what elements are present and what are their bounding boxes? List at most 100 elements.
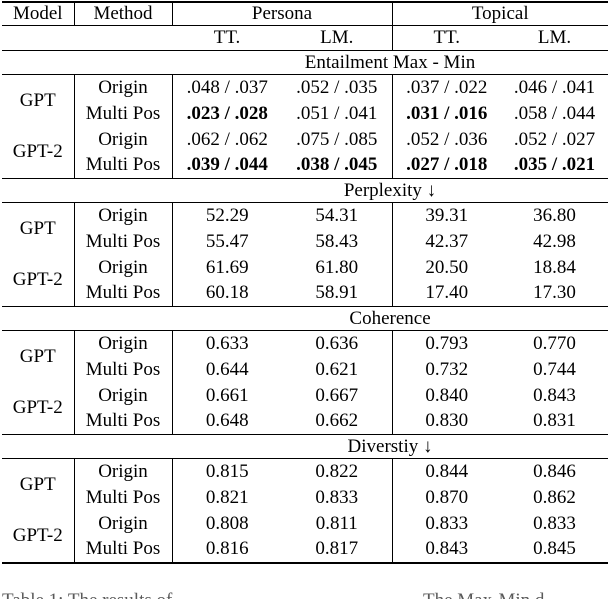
value-cell: 55.47 xyxy=(205,230,249,252)
value-cell: 0.870 xyxy=(425,486,469,508)
group-header-topical: Topical xyxy=(392,2,609,26)
method-cell: Origin xyxy=(74,330,173,357)
group-header-persona: Persona xyxy=(172,2,393,26)
results-table: Model Method Persona Topical TT. LM. TT.… xyxy=(2,1,609,564)
value-cell: .048 / .037 xyxy=(186,76,268,98)
subcol-persona-lm: LM. xyxy=(282,25,393,51)
value-cell: 0.662 xyxy=(282,408,393,435)
value-cell: .062 / .062 xyxy=(186,128,268,150)
value-cell: .037 / .022 xyxy=(406,76,488,98)
value-cell: 0.815 xyxy=(205,460,249,482)
value-cell: 0.833 xyxy=(425,512,469,534)
table-caption-clipped: Table 1: The results of The Max-Min d xyxy=(2,590,608,599)
value-cell: 42.98 xyxy=(533,230,576,252)
model-cell: GPT-2 xyxy=(2,382,75,435)
value-cell: 0.844 xyxy=(425,460,469,482)
table-row: Multi Pos 60.18 58.91 17.40 17.30 xyxy=(2,280,608,307)
value-cell: 0.636 xyxy=(282,330,393,357)
value-cell: 17.40 xyxy=(425,282,469,304)
value-cell: .051 / .041 xyxy=(282,100,393,127)
model-cell: GPT xyxy=(2,330,75,383)
value-cell: 58.91 xyxy=(282,280,393,307)
method-cell: Origin xyxy=(74,74,173,101)
method-cell: Origin xyxy=(74,458,173,485)
section-title: Coherence xyxy=(172,306,609,331)
model-cell: GPT xyxy=(2,458,75,511)
table-row: GPT-2 Origin 0.808 0.811 0.833 0.833 xyxy=(2,510,608,563)
value-cell: 0.667 xyxy=(282,382,393,409)
method-cell: Multi Pos xyxy=(74,100,173,127)
section-title-row: Perplexity ↓ xyxy=(2,178,609,203)
value-cell: 0.843 xyxy=(425,538,469,559)
value-cell: 39.31 xyxy=(425,204,469,226)
table-row: GPT Origin 0.815 0.822 0.844 0.846 xyxy=(2,458,608,511)
value-cell: 0.862 xyxy=(533,486,576,508)
table-row: Multi Pos .039 / .044 .038 / .045 .027 /… xyxy=(2,152,608,179)
value-cell: 0.648 xyxy=(205,410,249,432)
value-cell: 52.29 xyxy=(205,204,249,226)
value-cell: 0.845 xyxy=(533,538,576,559)
table-row: GPT-2 Origin 61.69 61.80 20.50 18.84 xyxy=(2,254,608,307)
section-title-spacer xyxy=(2,178,172,203)
value-cell: .046 / .041 xyxy=(513,76,596,98)
value-cell: 0.821 xyxy=(205,486,249,508)
value-cell: 42.37 xyxy=(425,230,469,252)
method-cell: Multi Pos xyxy=(74,408,173,435)
table-row: GPT Origin .048 / .037 .052 / .035 .037 … xyxy=(2,74,608,127)
table-row: Multi Pos .023 / .028 .051 / .041 .031 /… xyxy=(2,100,608,127)
method-cell: Multi Pos xyxy=(74,484,173,511)
table-row: Multi Pos 0.644 0.621 0.732 0.744 xyxy=(2,356,608,383)
value-cell: .031 / .016 xyxy=(406,102,488,124)
value-cell: 54.31 xyxy=(282,202,393,229)
method-cell: Origin xyxy=(74,126,173,153)
value-cell: 0.744 xyxy=(533,358,576,380)
method-cell: Origin xyxy=(74,382,173,409)
value-cell: .052 / .036 xyxy=(406,128,488,150)
method-cell: Multi Pos xyxy=(74,356,173,383)
section-title-spacer xyxy=(2,306,172,331)
value-cell: 0.644 xyxy=(205,358,249,380)
value-cell: 0.830 xyxy=(425,410,469,432)
value-cell: 0.843 xyxy=(533,384,576,406)
value-cell: 20.50 xyxy=(425,256,469,278)
subcol-topical-lm: LM. xyxy=(501,25,609,51)
method-cell: Origin xyxy=(74,510,173,537)
section-title-row: Entailment Max - Min xyxy=(2,50,609,75)
value-cell: 0.833 xyxy=(282,484,393,511)
value-cell: .027 / .018 xyxy=(406,154,488,176)
value-cell: .035 / .021 xyxy=(513,154,596,176)
method-cell: Multi Pos xyxy=(74,280,173,307)
section-title: Diverstiy ↓ xyxy=(172,434,609,459)
model-cell: GPT xyxy=(2,74,75,127)
value-cell: 0.831 xyxy=(533,410,576,432)
value-cell: 0.793 xyxy=(425,332,469,354)
subheader-row: TT. LM. TT. LM. xyxy=(2,25,609,51)
value-cell: .052 / .035 xyxy=(282,74,393,101)
method-cell: Origin xyxy=(74,202,173,229)
value-cell: .038 / .045 xyxy=(282,152,393,179)
value-cell: .075 / .085 xyxy=(282,126,393,153)
section-title: Entailment Max - Min xyxy=(172,50,609,75)
section-title: Perplexity ↓ xyxy=(172,178,609,203)
value-cell: 61.80 xyxy=(282,254,393,281)
section-title-row: Coherence xyxy=(2,306,609,331)
section-title-row: Diverstiy ↓ xyxy=(2,434,609,459)
value-cell: 0.661 xyxy=(205,384,249,406)
value-cell: 0.822 xyxy=(282,458,393,485)
value-cell: .039 / .044 xyxy=(186,154,268,176)
value-cell: 0.633 xyxy=(205,332,249,354)
value-cell: 0.817 xyxy=(282,536,393,563)
column-header-model: Model xyxy=(2,2,75,26)
subheader-spacer xyxy=(2,25,172,51)
value-cell: 58.43 xyxy=(282,228,393,255)
subcol-persona-tt: TT. xyxy=(172,25,282,51)
model-cell: GPT-2 xyxy=(2,510,75,563)
method-cell: Origin xyxy=(74,254,173,281)
table-row: Multi Pos 0.821 0.833 0.870 0.862 xyxy=(2,484,608,511)
subcol-topical-tt: TT. xyxy=(392,25,501,51)
value-cell: 0.840 xyxy=(425,384,469,406)
value-cell: 60.18 xyxy=(205,282,249,304)
caption-fragment-left: Table 1: The results of xyxy=(2,590,172,599)
value-cell: 0.732 xyxy=(425,358,469,380)
method-cell: Multi Pos xyxy=(74,228,173,255)
